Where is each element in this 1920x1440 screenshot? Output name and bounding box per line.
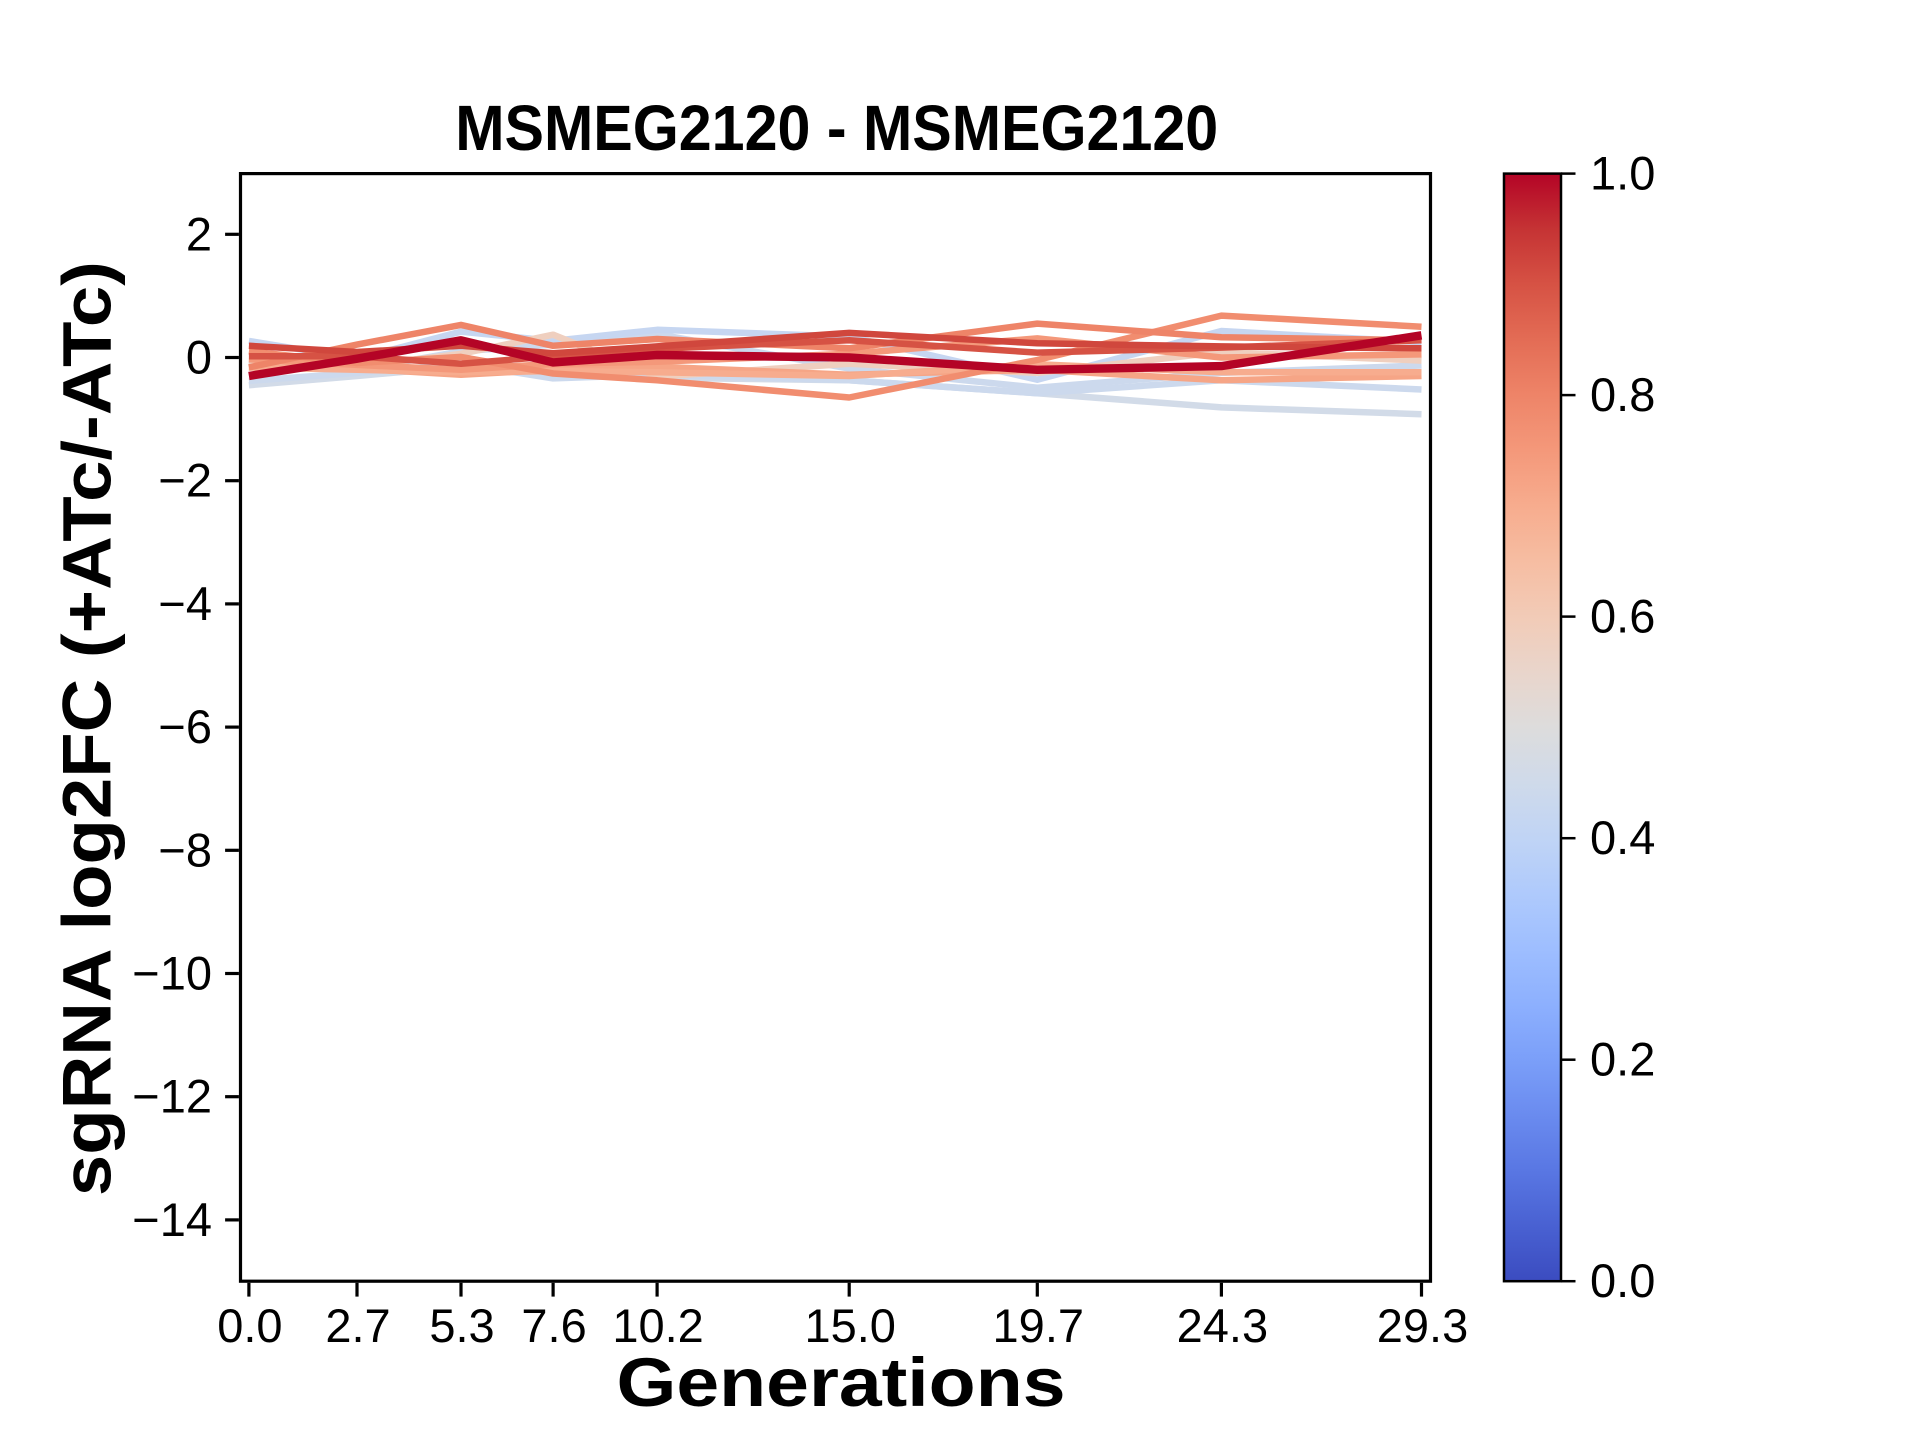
svg-text:19.7: 19.7 — [993, 1299, 1084, 1352]
svg-text:−14: −14 — [132, 1193, 212, 1246]
svg-text:0.0: 0.0 — [217, 1299, 282, 1352]
svg-text:2.7: 2.7 — [325, 1299, 390, 1352]
svg-text:−10: −10 — [132, 947, 212, 1000]
svg-text:10.2: 10.2 — [612, 1299, 703, 1352]
svg-text:sgRNA log2FC (+ATc/-ATc): sgRNA log2FC (+ATc/-ATc) — [49, 261, 126, 1196]
svg-text:24.3: 24.3 — [1177, 1299, 1268, 1352]
svg-text:15.0: 15.0 — [804, 1299, 895, 1352]
svg-text:2: 2 — [186, 207, 212, 260]
svg-text:7.6: 7.6 — [521, 1299, 586, 1352]
svg-text:5.3: 5.3 — [429, 1299, 494, 1352]
svg-text:1.0: 1.0 — [1590, 147, 1655, 200]
svg-text:0: 0 — [186, 331, 212, 384]
svg-text:0.0: 0.0 — [1590, 1254, 1655, 1307]
svg-text:−2: −2 — [158, 454, 212, 507]
svg-text:−8: −8 — [158, 823, 212, 876]
svg-text:0.2: 0.2 — [1590, 1033, 1655, 1086]
svg-text:Generations: Generations — [617, 1344, 1066, 1421]
svg-text:0.4: 0.4 — [1590, 811, 1655, 864]
svg-text:−12: −12 — [132, 1070, 212, 1123]
svg-text:0.6: 0.6 — [1590, 590, 1655, 643]
svg-text:0.8: 0.8 — [1590, 368, 1655, 421]
svg-text:MSMEG2120 - MSMEG2120: MSMEG2120 - MSMEG2120 — [455, 92, 1218, 164]
svg-text:−4: −4 — [158, 577, 212, 630]
svg-text:−6: −6 — [158, 700, 212, 753]
svg-text:29.3: 29.3 — [1377, 1299, 1468, 1352]
